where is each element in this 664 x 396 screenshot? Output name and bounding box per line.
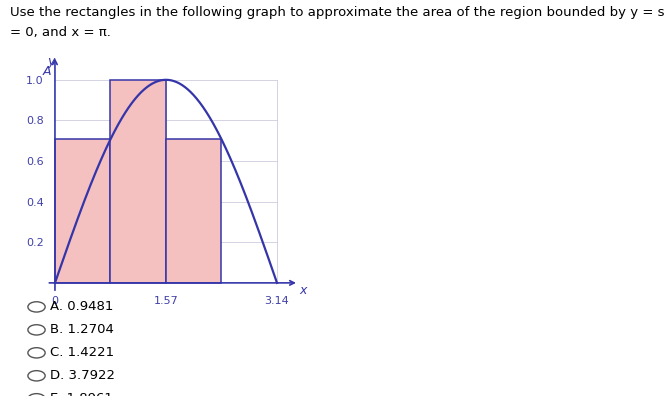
Text: y: y bbox=[47, 55, 54, 69]
Bar bbox=[55, 139, 110, 283]
Text: D. 3.7922: D. 3.7922 bbox=[50, 369, 115, 382]
Bar bbox=[110, 80, 166, 283]
Text: x: x bbox=[299, 284, 307, 297]
Text: = 0, and x = π.: = 0, and x = π. bbox=[10, 26, 111, 39]
Text: B. 1.2704: B. 1.2704 bbox=[50, 324, 114, 336]
Text: A. 0.9481: A. 0.9481 bbox=[50, 301, 113, 313]
Text: Use the rectangles in the following graph to approximate the area of the region : Use the rectangles in the following grap… bbox=[10, 6, 664, 19]
Text: C. 1.4221: C. 1.4221 bbox=[50, 346, 114, 359]
Bar bbox=[166, 139, 222, 283]
Text: A: A bbox=[42, 65, 50, 78]
Text: E. 1.8961: E. 1.8961 bbox=[50, 392, 113, 396]
